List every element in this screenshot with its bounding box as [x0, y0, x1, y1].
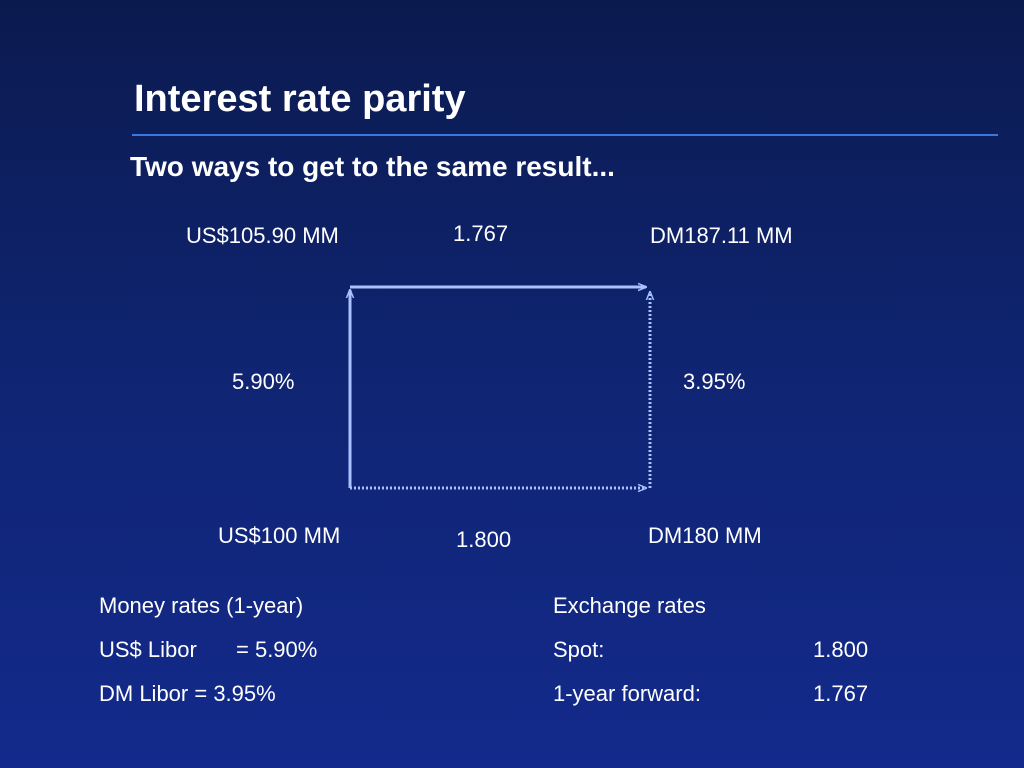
us-libor-value: = 5.90%	[236, 637, 318, 662]
spot-label: Spot:	[553, 637, 605, 662]
spot-value: 1.800	[813, 637, 869, 662]
dm-interest-rate-label: 3.95%	[683, 369, 746, 394]
title-divider	[132, 134, 998, 136]
money-rates-heading: Money rates (1-year)	[99, 593, 304, 618]
bottom-left-amount: US$100 MM	[218, 523, 341, 548]
subtitle: Two ways to get to the same result...	[130, 151, 615, 182]
top-right-amount: DM187.11 MM	[650, 223, 793, 248]
top-left-amount: US$105.90 MM	[186, 223, 339, 248]
forward-label: 1-year forward:	[553, 681, 701, 706]
forward-value: 1.767	[813, 681, 869, 706]
dm-libor-line: DM Libor = 3.95%	[99, 681, 276, 706]
us-libor-label: US$ Libor	[99, 637, 197, 662]
forward-rate-label: 1.767	[453, 221, 509, 246]
bottom-right-amount: DM180 MM	[648, 523, 762, 548]
exchange-rates-heading: Exchange rates	[553, 593, 706, 618]
page-title: Interest rate parity	[134, 78, 466, 120]
spot-rate-label: 1.800	[456, 527, 512, 552]
us-interest-rate-label: 5.90%	[232, 369, 295, 394]
